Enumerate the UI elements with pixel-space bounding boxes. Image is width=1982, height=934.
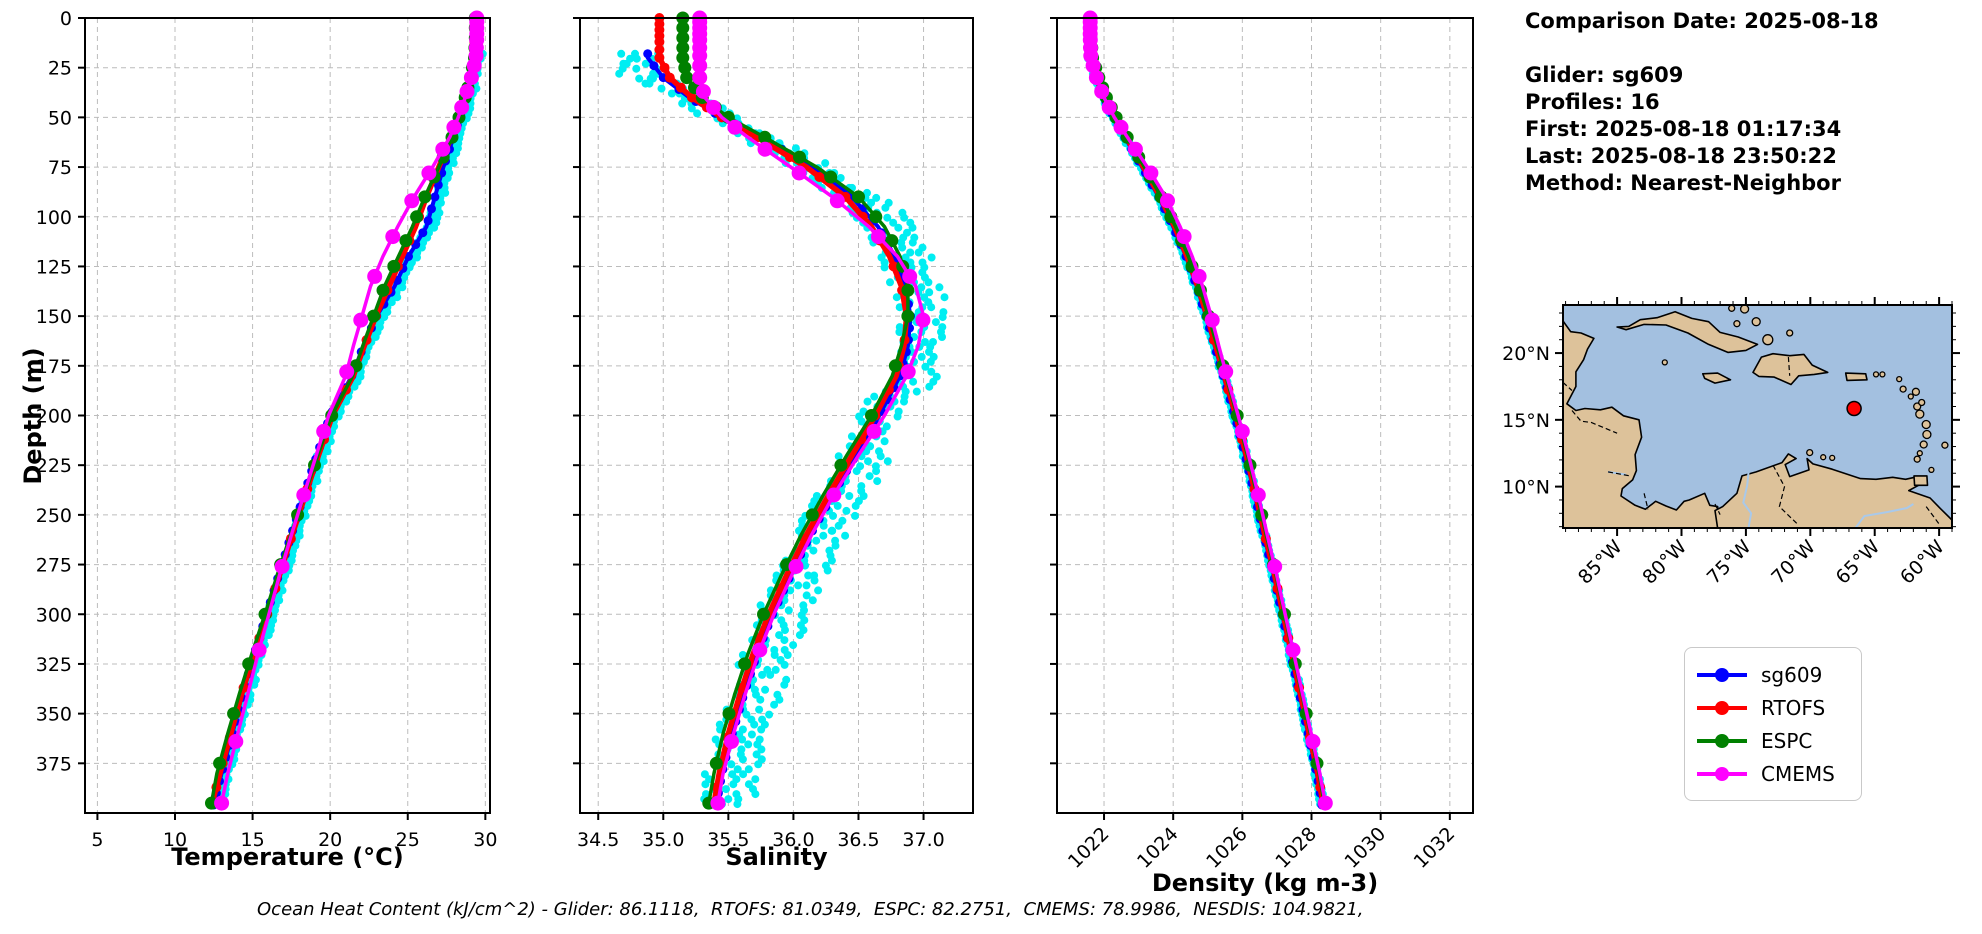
glider-text: Glider: sg609 (1525, 63, 1684, 87)
svg-text:300: 300 (36, 604, 72, 626)
svg-text:1026: 1026 (1202, 823, 1252, 873)
legend-item-label: ESPC (1761, 728, 1813, 753)
salinity-axis-label: Salinity (725, 843, 828, 871)
svg-text:375: 375 (36, 753, 72, 775)
svg-text:30: 30 (473, 829, 497, 851)
svg-text:25: 25 (396, 829, 420, 851)
temperature-axis-label: Temperature (°C) (171, 843, 404, 871)
legend-line-marker-icon (1697, 667, 1747, 682)
svg-text:15: 15 (240, 829, 264, 851)
svg-text:250: 250 (36, 505, 72, 527)
legend-item-cmems: CMEMS (1697, 757, 1849, 790)
svg-text:1022: 1022 (1064, 823, 1114, 873)
ocean-heat-content-caption: Ocean Heat Content (kJ/cm^2) - Glider: 8… (257, 899, 1364, 920)
comparison-info-block: Comparison Date: 2025-08-18 Glider: sg60… (1525, 8, 1965, 197)
last-profile-text: Last: 2025-08-18 23:50:22 (1525, 144, 1837, 168)
legend-item-label: CMEMS (1761, 761, 1835, 786)
svg-text:37.0: 37.0 (902, 829, 944, 851)
svg-text:10°N: 10°N (1502, 477, 1550, 499)
svg-text:125: 125 (36, 256, 72, 278)
svg-text:0: 0 (60, 8, 72, 30)
svg-text:10: 10 (163, 829, 187, 851)
svg-text:85°W: 85°W (1574, 536, 1627, 589)
svg-text:36.5: 36.5 (837, 829, 879, 851)
svg-text:175: 175 (36, 356, 72, 378)
legend-item-sg609: sg609 (1697, 658, 1849, 691)
svg-text:1024: 1024 (1133, 823, 1183, 873)
legend-item-label: RTOFS (1761, 695, 1826, 720)
svg-text:75°W: 75°W (1703, 536, 1756, 589)
svg-text:20°N: 20°N (1502, 343, 1550, 365)
legend-line-marker-icon (1697, 700, 1747, 715)
svg-text:100: 100 (36, 207, 72, 229)
legend: sg609 RTOFS ESPC CMEMS (1684, 647, 1862, 801)
profiles-text: Profiles: 16 (1525, 90, 1660, 114)
svg-text:60°W: 60°W (1896, 536, 1949, 589)
comparison-date-text: Comparison Date: 2025-08-18 (1525, 9, 1879, 33)
svg-text:20: 20 (318, 829, 342, 851)
first-profile-text: First: 2025-08-18 01:17:34 (1525, 117, 1842, 141)
svg-text:150: 150 (36, 306, 72, 328)
svg-text:1030: 1030 (1340, 823, 1390, 873)
legend-item-rtofs: RTOFS (1697, 691, 1849, 724)
svg-text:65°W: 65°W (1832, 536, 1885, 589)
svg-text:35.0: 35.0 (642, 829, 684, 851)
svg-text:325: 325 (36, 654, 72, 676)
method-text: Method: Nearest-Neighbor (1525, 171, 1841, 195)
svg-text:25: 25 (48, 58, 72, 80)
svg-text:80°W: 80°W (1638, 536, 1691, 589)
svg-text:5: 5 (91, 829, 103, 851)
svg-text:200: 200 (36, 406, 72, 428)
svg-text:350: 350 (36, 704, 72, 726)
legend-item-label: sg609 (1761, 662, 1823, 687)
svg-text:225: 225 (36, 455, 72, 477)
legend-item-espc: ESPC (1697, 724, 1849, 757)
svg-text:75: 75 (48, 157, 72, 179)
svg-text:34.5: 34.5 (577, 829, 619, 851)
svg-text:50: 50 (48, 107, 72, 129)
depth-axis-label: Depth (m) (19, 347, 47, 485)
svg-text:1032: 1032 (1410, 823, 1460, 873)
svg-text:275: 275 (36, 555, 72, 577)
density-axis-label: Density (kg m-3) (1151, 869, 1379, 897)
svg-text:36.0: 36.0 (772, 829, 814, 851)
legend-line-marker-icon (1697, 766, 1747, 781)
svg-text:1028: 1028 (1271, 823, 1321, 873)
legend-line-marker-icon (1697, 733, 1747, 748)
svg-text:35.5: 35.5 (707, 829, 749, 851)
svg-text:15°N: 15°N (1502, 410, 1550, 432)
svg-text:70°W: 70°W (1767, 536, 1820, 589)
